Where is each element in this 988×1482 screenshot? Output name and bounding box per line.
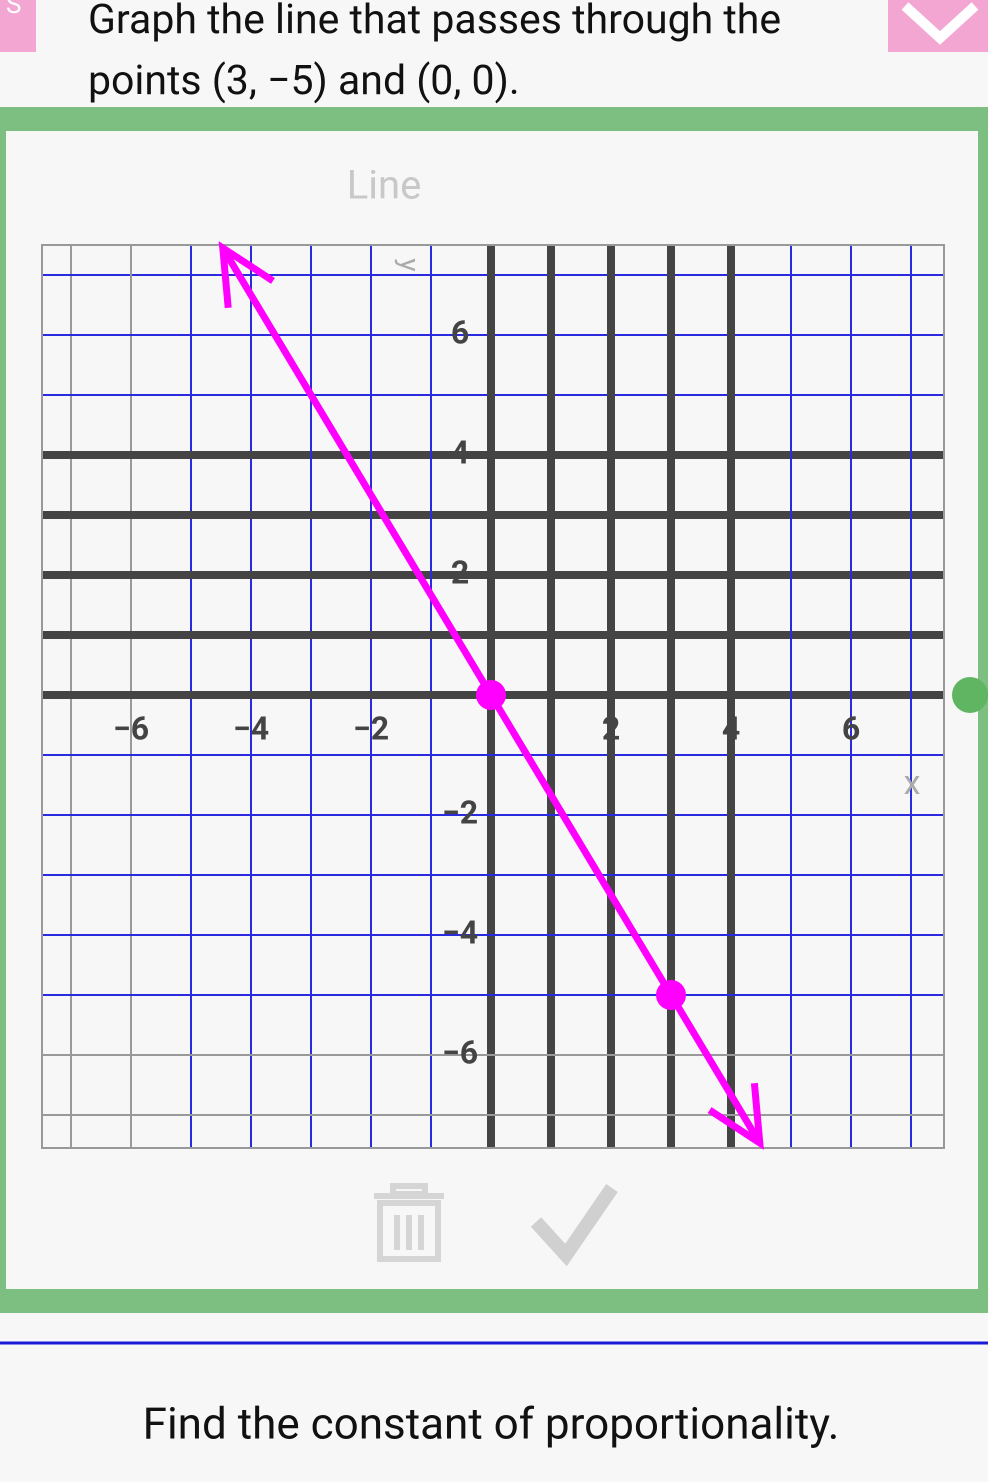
- trash-body: [377, 1200, 441, 1262]
- x-tick-label: 6: [842, 709, 860, 747]
- x-axis-label: x: [904, 763, 921, 803]
- trash-handle: [390, 1183, 428, 1197]
- point: [476, 680, 506, 710]
- y-tick-label: −4: [442, 913, 478, 951]
- x-tick-label: −2: [353, 709, 389, 747]
- x-tick-label: −6: [113, 709, 149, 747]
- y-tick-label: 4: [451, 433, 469, 471]
- footer-prompt: Find the constant of proportionality.: [143, 1398, 840, 1450]
- x-tick-label: −4: [233, 709, 269, 747]
- y-tick-label: 2: [451, 553, 469, 591]
- side-handle[interactable]: [952, 677, 988, 713]
- graph-title: Line: [347, 162, 422, 209]
- check-button[interactable]: [530, 1184, 618, 1267]
- top-icon-check: [901, 2, 979, 45]
- x-tick-label: 4: [722, 709, 740, 747]
- y-tick-label: 6: [451, 313, 469, 351]
- arrow-head: [218, 241, 275, 309]
- badge-text: S: [6, 0, 21, 20]
- question-line: Graph the line that passes through the: [88, 0, 781, 44]
- badge: [0, 0, 36, 52]
- arrow-head: [707, 1082, 764, 1150]
- y-tick-label: −2: [442, 793, 478, 831]
- y-tick-label: −6: [442, 1033, 478, 1071]
- trash-button[interactable]: [374, 1183, 444, 1262]
- question-line: points (3, −5) and (0, 0).: [88, 57, 520, 105]
- graph-border: [41, 244, 945, 1149]
- point: [656, 980, 686, 1010]
- x-tick-label: 2: [602, 709, 620, 747]
- grid: [42, 245, 944, 1148]
- y-axis-label: y: [394, 258, 427, 271]
